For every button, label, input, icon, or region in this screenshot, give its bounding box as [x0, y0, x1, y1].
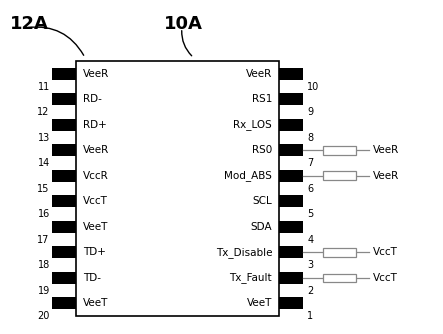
Text: Tx_Fault: Tx_Fault	[229, 272, 272, 283]
Bar	[279, 170, 303, 182]
Bar	[52, 246, 76, 259]
Text: VeeT: VeeT	[83, 298, 108, 308]
Bar	[52, 170, 76, 182]
Text: VccR: VccR	[83, 171, 109, 181]
Text: 12: 12	[38, 107, 50, 117]
Bar	[279, 195, 303, 207]
Text: SDA: SDA	[250, 222, 272, 232]
Bar	[279, 119, 303, 131]
Bar	[323, 146, 356, 155]
Text: 13: 13	[38, 133, 50, 143]
Text: VeeT: VeeT	[83, 222, 108, 232]
Text: TD+: TD+	[83, 247, 106, 257]
Bar	[52, 272, 76, 284]
Text: Mod_ABS: Mod_ABS	[224, 170, 272, 181]
Text: VeeT: VeeT	[247, 298, 272, 308]
Text: 20: 20	[38, 311, 50, 321]
Text: RS0: RS0	[252, 145, 272, 155]
Text: 16: 16	[38, 209, 50, 219]
Text: 10A: 10A	[164, 15, 203, 33]
Text: RD-: RD-	[83, 94, 102, 104]
Bar	[52, 119, 76, 131]
Bar	[279, 144, 303, 156]
Text: 1: 1	[307, 311, 314, 321]
Bar	[323, 274, 356, 282]
Text: TD-: TD-	[83, 273, 101, 283]
Bar	[52, 221, 76, 233]
Text: 10: 10	[307, 81, 319, 92]
Bar	[279, 246, 303, 259]
Text: VccT: VccT	[83, 196, 108, 206]
Bar	[279, 297, 303, 309]
Text: VeeR: VeeR	[373, 145, 400, 155]
Text: VccT: VccT	[373, 273, 398, 283]
Bar	[279, 68, 303, 80]
Bar	[52, 93, 76, 106]
Text: 17: 17	[38, 234, 50, 244]
Text: VeeR: VeeR	[83, 145, 109, 155]
Text: 8: 8	[307, 133, 314, 143]
Text: Rx_LOS: Rx_LOS	[233, 119, 272, 130]
Bar	[52, 195, 76, 207]
Text: 9: 9	[307, 107, 314, 117]
Bar	[52, 68, 76, 80]
Text: SCL: SCL	[253, 196, 272, 206]
Text: 11: 11	[38, 81, 50, 92]
Bar	[279, 93, 303, 106]
Text: 18: 18	[38, 260, 50, 270]
Text: 12A: 12A	[10, 15, 49, 33]
Bar	[52, 144, 76, 156]
Text: 15: 15	[38, 184, 50, 194]
Text: Tx_Disable: Tx_Disable	[216, 247, 272, 258]
Text: VccT: VccT	[373, 247, 398, 257]
Bar	[279, 221, 303, 233]
Bar	[323, 171, 356, 180]
Bar	[76, 61, 279, 316]
Text: 4: 4	[307, 234, 314, 244]
Text: 2: 2	[307, 286, 314, 296]
Bar	[323, 248, 356, 257]
Text: 19: 19	[38, 286, 50, 296]
Text: VeeR: VeeR	[83, 69, 109, 79]
Text: 5: 5	[307, 209, 314, 219]
Bar	[279, 272, 303, 284]
Text: 7: 7	[307, 158, 314, 168]
Text: 3: 3	[307, 260, 314, 270]
Text: RS1: RS1	[252, 94, 272, 104]
Text: 6: 6	[307, 184, 314, 194]
Text: RD+: RD+	[83, 120, 107, 130]
Text: 14: 14	[38, 158, 50, 168]
Bar	[52, 297, 76, 309]
Text: VeeR: VeeR	[373, 171, 400, 181]
Text: VeeR: VeeR	[246, 69, 272, 79]
